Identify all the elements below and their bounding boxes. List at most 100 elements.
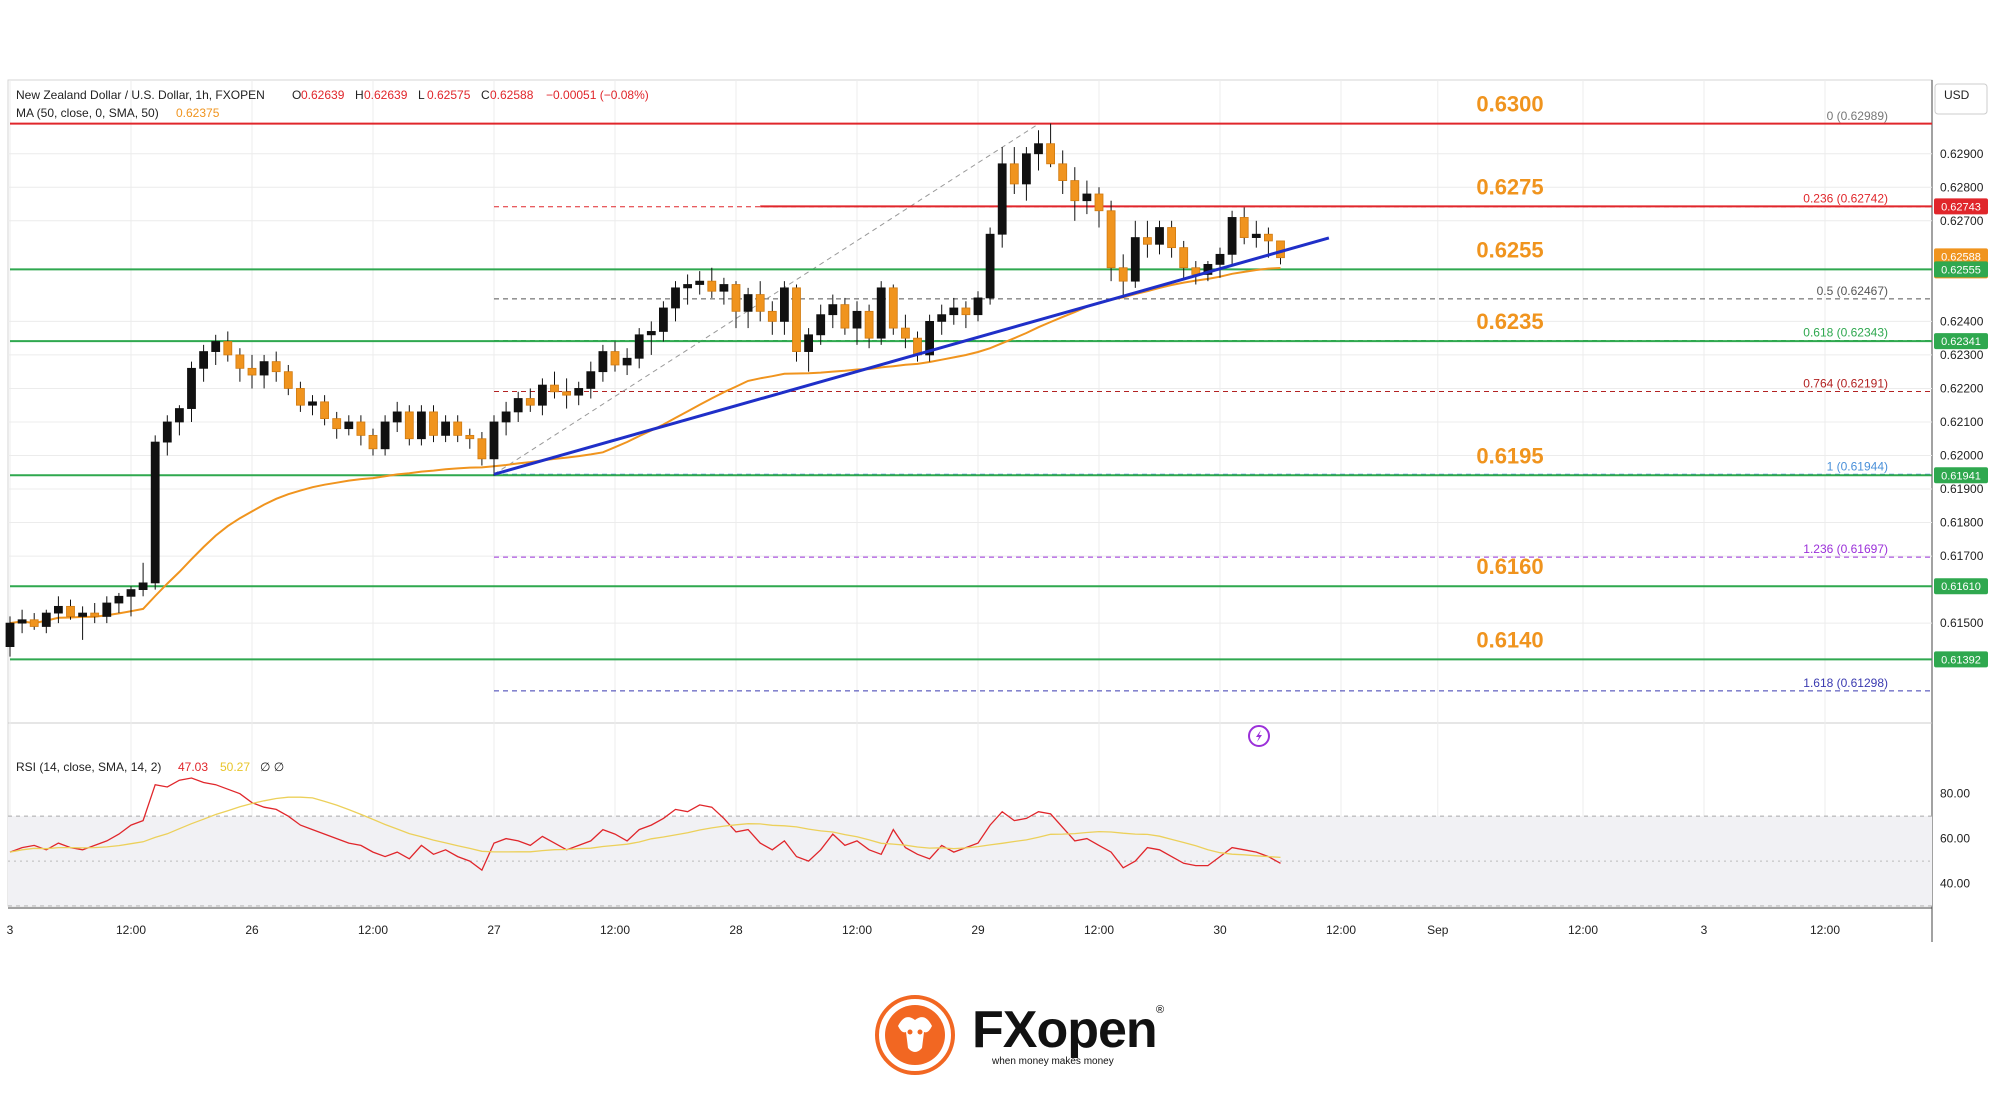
candle [634, 328, 644, 369]
currency-label: USD [1944, 88, 1970, 102]
price-tag-label: 0.61610 [1941, 581, 1981, 593]
candle [755, 281, 765, 322]
candle-body [804, 334, 813, 352]
ohlc-value: 0.62575 [427, 88, 471, 102]
candle-body [416, 411, 426, 440]
brand-tagline: when money makes money [992, 1056, 1114, 1067]
rsi-sma-line [9, 796, 1281, 859]
candle [816, 304, 826, 345]
candle [828, 294, 838, 329]
candle [429, 405, 438, 443]
rsi-value: 47.03 [178, 760, 208, 774]
fib-level-label: 0.618 (0.62343) [1803, 325, 1888, 339]
price-tag [1934, 467, 1988, 484]
candle [1227, 210, 1237, 265]
candle-body [767, 310, 777, 322]
ohlc-legend: O 0.62639 H 0.62639 L 0.62575 C 0.62588 −0.00051… [292, 88, 649, 102]
candle-body [1179, 247, 1189, 269]
fib-level-label: 0.5 (0.62467) [1817, 284, 1888, 298]
instrument-header: New Zealand Dollar / U.S. Dollar, 1h, FX… [16, 88, 265, 102]
candle-body [852, 310, 862, 329]
y-tick-label: 0.62400 [1940, 314, 1984, 328]
candle-body [731, 284, 741, 312]
candle [1118, 254, 1128, 298]
candle-body [1155, 227, 1164, 245]
candle [792, 284, 801, 362]
fib-level-label: 0.236 (0.62742) [1803, 192, 1888, 206]
candle [586, 361, 596, 399]
candle-body [743, 294, 753, 312]
fib-level-label: 0.764 (0.62191) [1803, 376, 1888, 390]
candle-body [792, 287, 801, 352]
candle-body [1106, 210, 1116, 269]
candle-body [1227, 217, 1237, 255]
candle [888, 284, 898, 335]
candle-body [1070, 180, 1080, 202]
candle [477, 432, 487, 466]
candle [707, 267, 717, 298]
lightning-icon[interactable] [1248, 725, 1270, 747]
x-tick-label: 12:00 [1326, 923, 1356, 937]
fib-level-label: 1 (0.61944) [1827, 459, 1888, 473]
x-tick-label: 12:00 [600, 923, 630, 937]
y-tick-label: 0.61700 [1940, 549, 1984, 563]
ohlc-value: 0.62588 [490, 88, 534, 102]
candle [187, 361, 196, 422]
candle [1058, 150, 1068, 194]
candle-body [780, 287, 789, 322]
candle [985, 227, 995, 305]
candle [380, 415, 390, 456]
candle-body [901, 327, 910, 339]
rsi-extra-values: ∅ ∅ [260, 760, 284, 774]
candle [840, 297, 850, 335]
candle [41, 609, 51, 634]
bull-emblem-icon [875, 995, 955, 1075]
price-tag-label: 0.62555 [1941, 264, 1981, 276]
candle [54, 596, 63, 624]
candle-body [513, 398, 523, 413]
candle-body [150, 441, 160, 584]
candle-body [719, 284, 729, 292]
candle [501, 401, 511, 436]
rsi-legend: RSI (14, close, SMA, 14, 2) [16, 760, 161, 774]
candle [1167, 220, 1176, 258]
candle-body [441, 421, 451, 436]
moving-average-line [9, 267, 1281, 625]
candle-body [1118, 267, 1128, 282]
candle [562, 378, 571, 409]
candle-body [659, 307, 668, 332]
candle-body [671, 287, 680, 309]
candle [598, 344, 608, 382]
candle-body [1143, 237, 1152, 245]
candle [199, 344, 209, 382]
y-tick-label: 0.62000 [1940, 448, 1984, 462]
candle-body [368, 434, 378, 450]
candle-body [54, 605, 63, 614]
candle [416, 405, 426, 446]
x-tick-label: 3 [7, 923, 14, 937]
y-tick-label: 0.62700 [1940, 214, 1984, 228]
candle-body [295, 388, 305, 406]
x-tick-label: 12:00 [358, 923, 388, 937]
y-tick-label: 0.61900 [1940, 482, 1984, 496]
x-tick-label: 27 [487, 923, 501, 937]
y-tick-label: 0.61800 [1940, 516, 1984, 530]
candle [5, 616, 15, 657]
candle-body [187, 367, 196, 409]
registered-mark: ® [1156, 1004, 1165, 1016]
x-tick-label: 30 [1213, 923, 1227, 937]
ohlc-value: 0.62639 [301, 88, 345, 102]
candle-body [1215, 253, 1225, 265]
candle-body [1082, 193, 1092, 202]
candle [864, 304, 874, 349]
candle [1264, 227, 1273, 258]
candle-body [1167, 227, 1176, 249]
candle-body [17, 619, 27, 624]
x-tick-label: 28 [729, 923, 743, 937]
candle [659, 301, 668, 342]
ma-legend: MA (50, close, 0, SMA, 50) [16, 106, 159, 120]
candle-body [392, 411, 402, 423]
brand-name: FXopen [972, 1001, 1158, 1059]
candle-body [1009, 163, 1019, 185]
candle [247, 354, 257, 389]
